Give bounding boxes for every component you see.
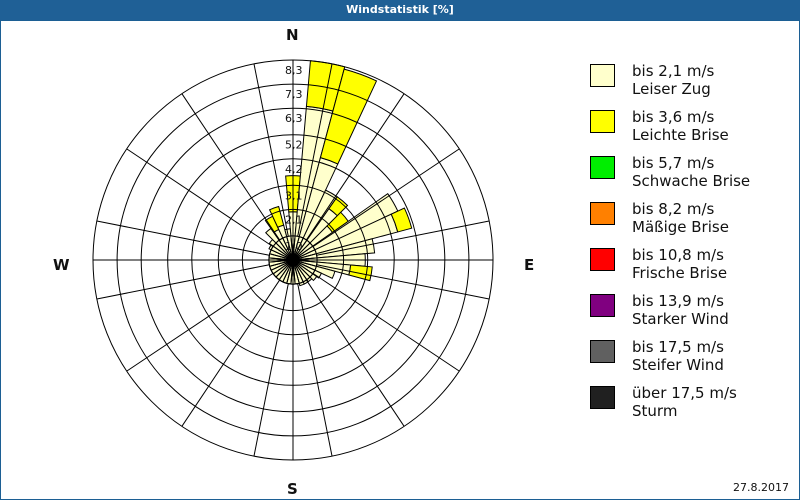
ring-label: 3,1 — [285, 189, 303, 202]
wind-petal — [390, 207, 413, 233]
wind-petal — [268, 205, 285, 228]
ring-label: 1,0 — [285, 240, 303, 253]
legend-swatch — [590, 110, 615, 133]
grid-spoke — [253, 283, 289, 457]
grid-spoke — [305, 279, 405, 427]
window-title: Windstatistik [%] — [0, 0, 800, 20]
grid-spoke — [181, 93, 281, 241]
grid-spoke — [312, 272, 460, 372]
ring-label: 7,3 — [285, 88, 303, 101]
wind-petal — [348, 264, 373, 282]
compass-e: E — [524, 256, 535, 274]
grid-spoke — [312, 148, 460, 248]
chart-panel: 1,0 2,1 3,1 4,2 5,2 6,3 7,3 8,3 N E S W bis 2,1… — [1, 21, 799, 499]
legend-swatch — [590, 386, 615, 409]
grid-spoke — [316, 220, 490, 256]
date-label: 27.8.2017 — [733, 481, 789, 494]
legend-swatch — [590, 294, 615, 317]
ring-label: 6,3 — [285, 112, 303, 125]
grid-spoke — [181, 279, 281, 427]
compass-w: W — [53, 256, 70, 274]
legend-swatch — [590, 248, 615, 271]
grid-spoke — [126, 272, 274, 372]
ring-label: 5,2 — [285, 139, 303, 152]
grid-spoke — [253, 63, 289, 237]
ring-label: 2,1 — [285, 213, 303, 226]
grid-spoke — [297, 63, 333, 237]
grid-spoke — [305, 93, 405, 241]
grid-spoke — [297, 283, 333, 457]
ring-label: 8,3 — [285, 64, 303, 77]
legend-swatch — [590, 202, 615, 225]
grid-spoke — [96, 220, 270, 256]
legend-swatch — [590, 64, 615, 87]
wind-rose-chart: 1,0 2,1 3,1 4,2 5,2 6,3 7,3 8,3 — [92, 59, 494, 461]
legend-swatch — [590, 340, 615, 363]
wind-petal — [319, 68, 378, 165]
legend-swatch — [590, 156, 615, 179]
compass-n: N — [286, 26, 299, 44]
wind-petal — [292, 259, 318, 282]
wind-petal — [328, 196, 349, 217]
grid-spoke — [126, 148, 274, 248]
ring-label: 4,2 — [285, 163, 303, 176]
grid-spoke — [96, 264, 270, 300]
grid-spoke — [316, 264, 490, 300]
compass-s: S — [287, 480, 298, 498]
